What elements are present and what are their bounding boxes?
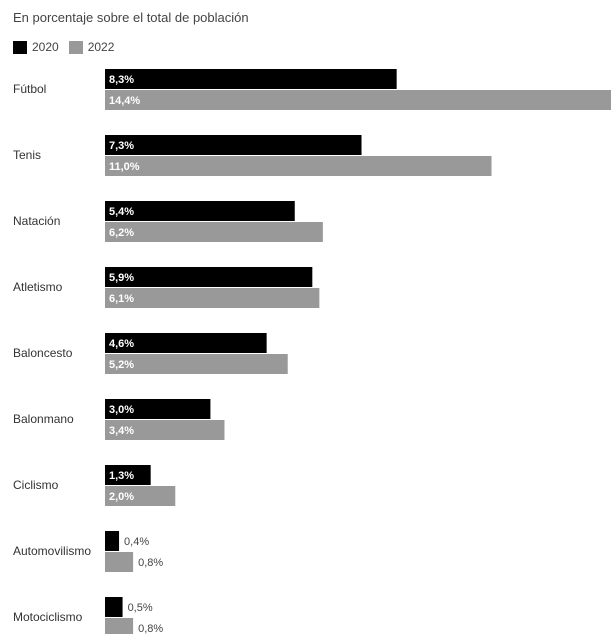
data-label-atletismo-2020: 5,9% xyxy=(109,272,134,284)
data-label-balonmano-2022: 3,4% xyxy=(109,425,134,437)
bar-futbol-2022 xyxy=(105,90,611,110)
bar-balonmano-2020 xyxy=(105,399,211,419)
data-label-futbol-2022: 14,4% xyxy=(109,95,140,107)
bar-tenis-2020 xyxy=(105,135,362,155)
category-label-ciclismo: Ciclismo xyxy=(13,478,59,492)
data-label-automovilismo-2022: 0,8% xyxy=(138,557,163,569)
legend-item-2020: 2020 xyxy=(13,40,59,54)
data-label-futbol-2020: 8,3% xyxy=(109,74,134,86)
bar-ciclismo-2022 xyxy=(105,486,176,506)
data-label-atletismo-2022: 6,1% xyxy=(109,293,134,305)
bar-natacion-2022 xyxy=(105,222,323,242)
data-label-tenis-2022: 11,0% xyxy=(109,161,140,173)
legend-swatch-2022 xyxy=(68,40,83,54)
data-label-balonmano-2020: 3,0% xyxy=(109,404,134,416)
data-label-motociclismo-2022: 0,8% xyxy=(138,623,163,634)
category-label-baloncesto: Baloncesto xyxy=(13,346,73,360)
legend-item-2022: 2022 xyxy=(68,40,115,54)
bar-futbol-2020 xyxy=(105,69,397,89)
legend-label-2022: 2022 xyxy=(87,40,115,54)
data-label-tenis-2020: 7,3% xyxy=(109,140,134,152)
category-label-automovilismo: Automovilismo xyxy=(13,544,91,558)
bar-atletismo-2022 xyxy=(105,288,320,308)
category-label-natacion: Natación xyxy=(13,214,60,228)
chart-legend: 2020 2022 xyxy=(13,40,124,54)
data-label-motociclismo-2020: 0,5% xyxy=(128,602,153,614)
bar-natacion-2020 xyxy=(105,201,295,221)
category-label-balonmano: Balonmano xyxy=(13,412,74,426)
bar-automovilismo-2022 xyxy=(105,552,134,572)
bar-ciclismo-2020 xyxy=(105,465,151,485)
bar-automovilismo-2020 xyxy=(105,531,120,551)
bar-balonmano-2022 xyxy=(105,420,225,440)
data-label-automovilismo-2020: 0,4% xyxy=(124,536,149,548)
legend-swatch-2020 xyxy=(13,40,27,54)
category-label-futbol: Fútbol xyxy=(13,82,46,96)
bar-motociclismo-2022 xyxy=(105,618,134,634)
data-label-natacion-2022: 6,2% xyxy=(109,227,134,239)
bar-tenis-2022 xyxy=(105,156,492,176)
category-label-motociclismo: Motociclismo xyxy=(13,610,83,624)
chart-subtitle: En porcentaje sobre el total de població… xyxy=(13,10,249,25)
data-label-baloncesto-2020: 4,6% xyxy=(109,338,134,350)
bar-baloncesto-2020 xyxy=(105,333,267,353)
data-label-ciclismo-2022: 2,0% xyxy=(109,491,134,503)
data-label-natacion-2020: 5,4% xyxy=(109,206,134,218)
data-label-baloncesto-2022: 5,2% xyxy=(109,359,134,371)
data-label-ciclismo-2020: 1,3% xyxy=(109,470,134,482)
bar-motociclismo-2020 xyxy=(105,597,123,617)
legend-label-2020: 2020 xyxy=(32,40,59,54)
category-label-tenis: Tenis xyxy=(13,148,41,162)
bar-atletismo-2020 xyxy=(105,267,313,287)
bar-baloncesto-2022 xyxy=(105,354,288,374)
category-label-atletismo: Atletismo xyxy=(13,280,63,294)
